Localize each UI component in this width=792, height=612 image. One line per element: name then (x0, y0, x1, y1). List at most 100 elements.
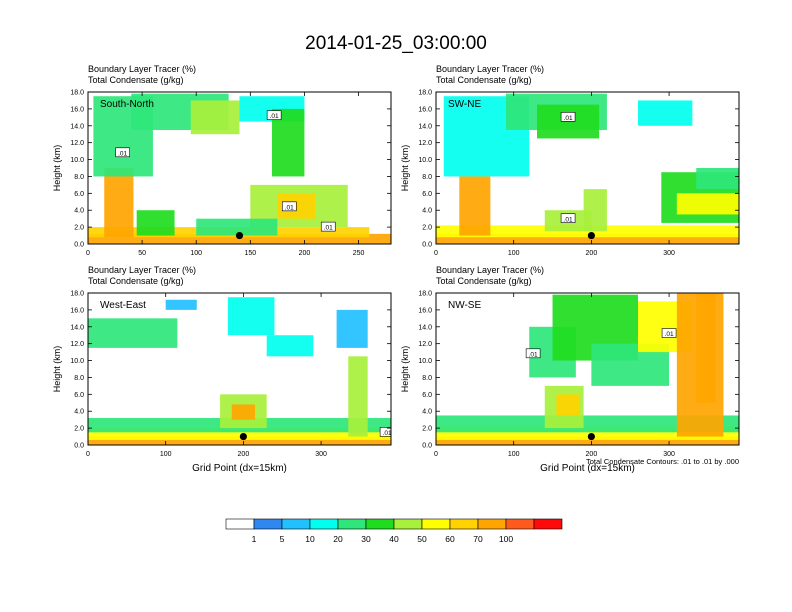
colorbar-box (309, 518, 339, 530)
panel-west-east: Boundary Layer Tracer (%)Total Condensat… (52, 265, 392, 474)
contour-label: .01 (285, 204, 294, 211)
y-tick-label: 6.0 (422, 392, 432, 399)
colorbar-box (365, 518, 395, 530)
field-patch (336, 309, 368, 348)
panel-contour-label: Total Condensate (g/kg) (436, 75, 532, 85)
contour-label: .01 (529, 351, 538, 358)
y-tick-label: 8.0 (422, 174, 432, 181)
y-tick-label: 6.0 (74, 191, 84, 198)
contour-label-box (320, 221, 336, 232)
field-patch (271, 108, 305, 177)
field-patch (227, 297, 275, 336)
colorbar-box (393, 518, 423, 530)
shaded-field: .01 (88, 297, 391, 445)
contour-label-box (115, 147, 130, 158)
contour-label: .01 (665, 331, 674, 338)
x-tick-label: 0 (434, 451, 438, 458)
field-patch (556, 394, 580, 416)
field-patch (88, 436, 391, 445)
field-patch (638, 100, 693, 126)
y-tick-label: 16.0 (418, 307, 432, 314)
y-tick-label: 2.0 (74, 225, 84, 232)
panel-field-label: Boundary Layer Tracer (%) (88, 64, 196, 74)
field-patch (696, 168, 739, 190)
field-patch (88, 428, 391, 440)
y-tick-label: 18.0 (70, 90, 84, 97)
y-tick-label: 12.0 (70, 140, 84, 147)
panels: Boundary Layer Tracer (%)Total Condensat… (52, 64, 740, 474)
x-tick-label: 200 (238, 451, 250, 458)
plot-frame (435, 91, 740, 245)
contour-label: .01 (564, 216, 573, 223)
colorbar-box (253, 518, 283, 530)
y-tick-label: 6.0 (422, 191, 432, 198)
y-tick-label: 6.0 (74, 392, 84, 399)
contour-label: .01 (270, 113, 279, 120)
plot-frame (87, 91, 392, 245)
colorbar-box (337, 518, 367, 530)
colorbar-box (225, 518, 255, 530)
y-axis-label: Height (km) (400, 346, 410, 393)
shaded-field: .01 .01 (436, 93, 739, 244)
colorbar-box (449, 518, 479, 530)
y-tick-label: 4.0 (422, 409, 432, 416)
location-marker (235, 231, 244, 240)
contour-label-box (281, 201, 297, 212)
y-tick-label: 14.0 (418, 123, 432, 130)
field-patch (231, 404, 256, 420)
colorbar-label: 20 (333, 534, 343, 544)
field-patch (136, 210, 175, 236)
field-patch (696, 293, 716, 403)
plot-frame (435, 292, 740, 446)
field-patch (436, 415, 739, 433)
x-tick-label: 200 (299, 250, 311, 257)
y-tick-label: 14.0 (418, 324, 432, 331)
colorbar-label: 1 (252, 534, 257, 544)
y-tick-label: 12.0 (418, 341, 432, 348)
field-patch (196, 218, 278, 236)
y-tick-label: 0.0 (422, 443, 432, 450)
colorbar-box (281, 518, 311, 530)
contour-label-box (560, 213, 576, 223)
y-tick-label: 18.0 (418, 90, 432, 97)
x-tick-label: 0 (434, 250, 438, 257)
panel-field-label: Boundary Layer Tracer (%) (436, 64, 544, 74)
y-tick-label: 0.0 (422, 242, 432, 249)
location-marker (587, 432, 595, 441)
x-tick-label: 300 (663, 451, 675, 458)
x-tick-label: 300 (315, 451, 327, 458)
x-tick-label: 150 (244, 250, 256, 257)
panel-field-label: Boundary Layer Tracer (%) (88, 265, 196, 275)
y-tick-label: 8.0 (74, 174, 84, 181)
colorbar-label: 50 (417, 534, 427, 544)
field-patch (104, 168, 134, 238)
y-tick-label: 0.0 (74, 443, 84, 450)
y-tick-label: 10.0 (70, 358, 84, 365)
y-tick-label: 16.0 (70, 106, 84, 113)
x-tick-label: 0 (86, 451, 90, 458)
x-tick-label: 50 (138, 250, 146, 257)
x-tick-label: 300 (663, 250, 675, 257)
field-patch (459, 176, 491, 236)
panel-contour-label: Total Condensate (g/kg) (88, 276, 184, 286)
y-tick-label: 2.0 (422, 225, 432, 232)
y-axis-label: Height (km) (52, 346, 62, 393)
colorbar-label: 100 (499, 534, 513, 544)
panel-contour-label: Total Condensate (g/kg) (88, 75, 184, 85)
colorbar-box (533, 518, 563, 530)
y-tick-label: 12.0 (70, 341, 84, 348)
x-axis-label: Grid Point (dx=15km) (540, 463, 635, 474)
y-tick-label: 16.0 (418, 106, 432, 113)
panel-sw-ne: Boundary Layer Tracer (%)Total Condensat… (400, 64, 740, 257)
contour-label-box (266, 110, 282, 120)
y-tick-label: 18.0 (418, 291, 432, 298)
colorbar-label: 5 (280, 534, 285, 544)
x-tick-label: 0 (86, 250, 90, 257)
x-tick-label: 250 (353, 250, 365, 257)
panel-nw-se: Boundary Layer Tracer (%)Total Condensat… (400, 265, 740, 474)
contour-label: .01 (118, 150, 127, 157)
panel-contour-label: Total Condensate (g/kg) (436, 276, 532, 286)
field-patch (190, 100, 240, 135)
field-patch (436, 233, 739, 244)
